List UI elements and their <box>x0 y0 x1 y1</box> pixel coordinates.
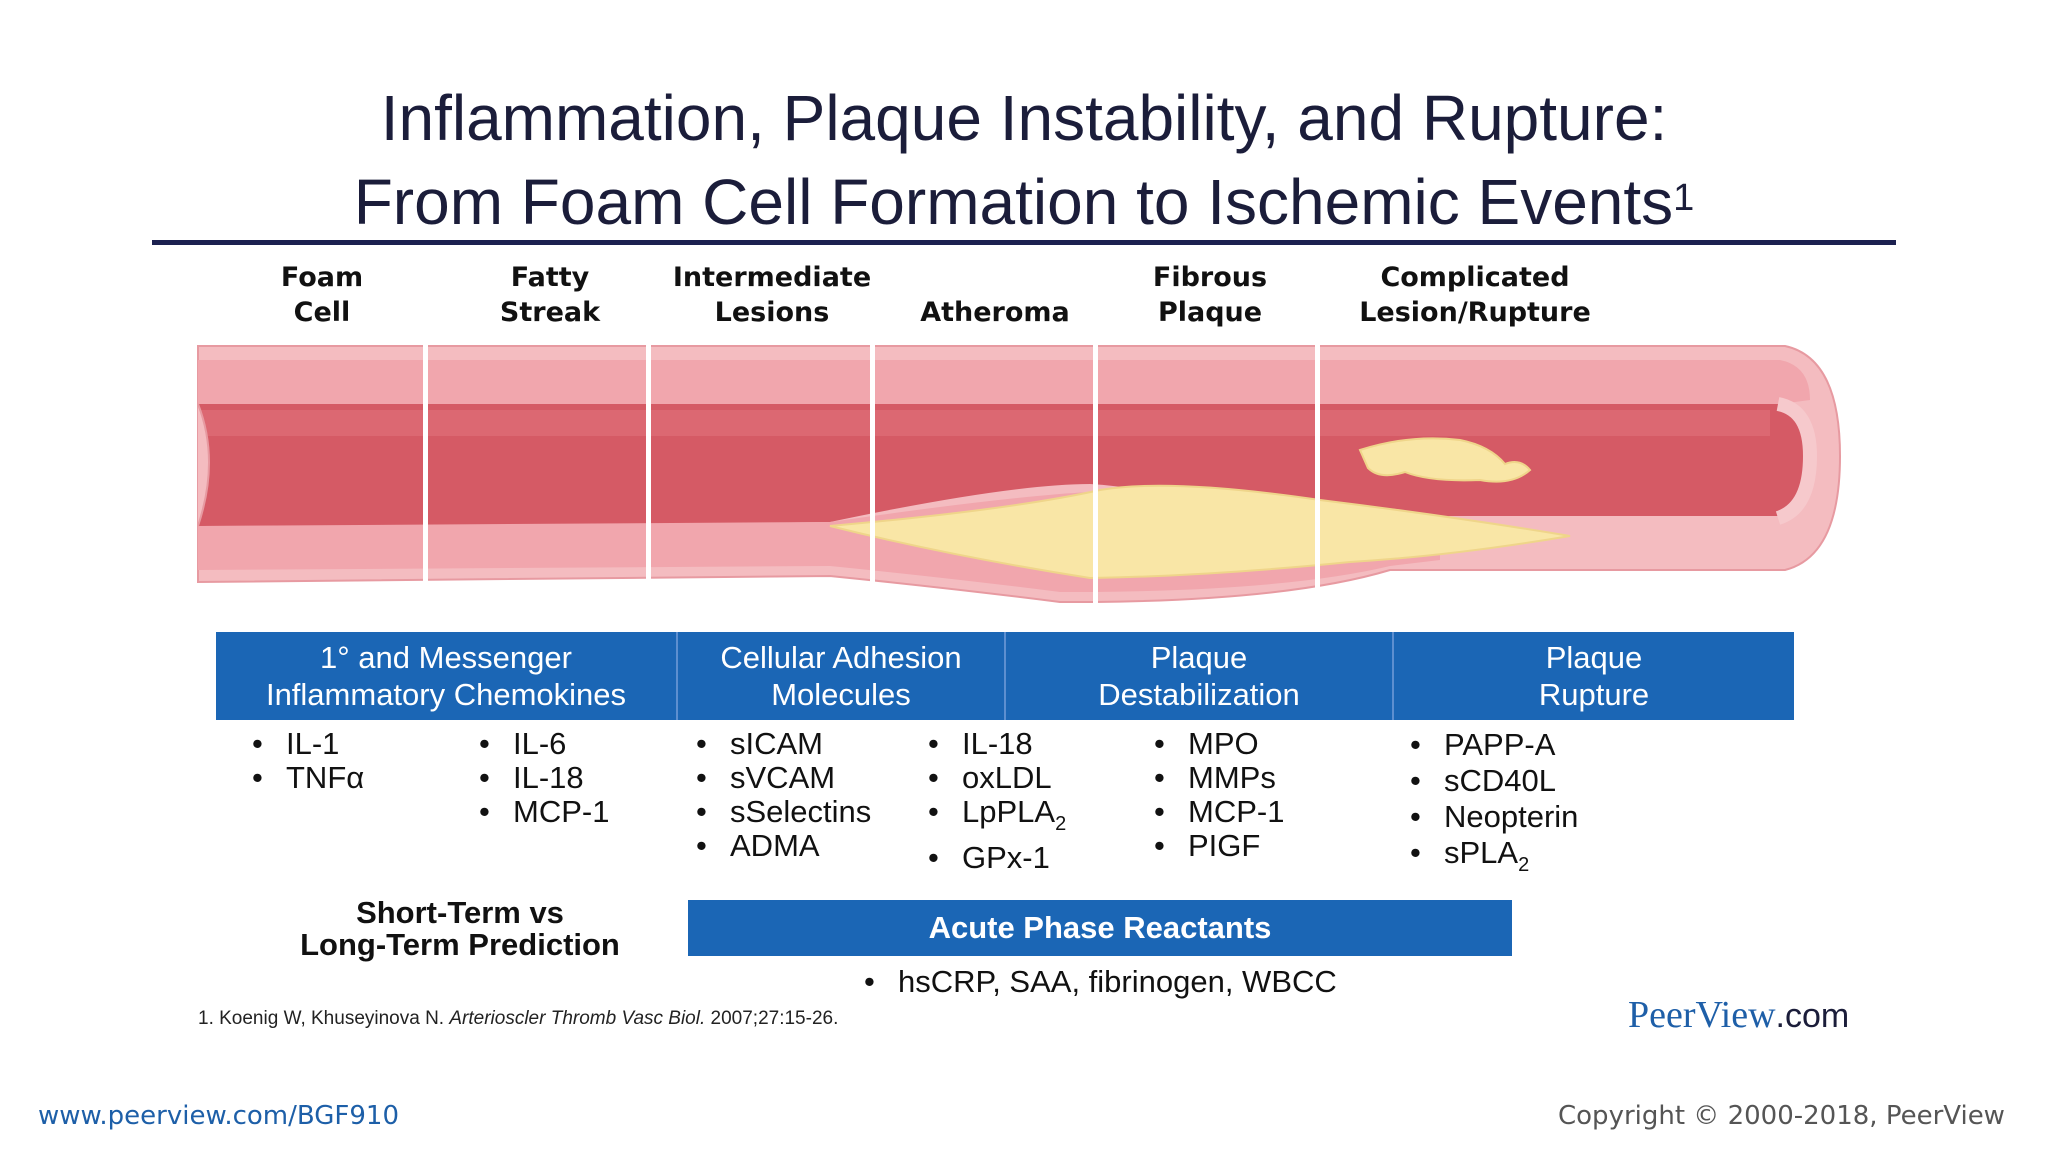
acute-phase-header: Acute Phase Reactants <box>688 900 1512 956</box>
list-item-text: sPLA <box>1444 835 1519 870</box>
stage-label-line: Lesions <box>714 297 830 328</box>
adhesion-list-1: sICAM sVCAM sSelectins ADMA <box>694 727 871 864</box>
category-label-line: Rupture <box>1538 677 1650 712</box>
title-footnote-marker: 1 <box>1673 177 1695 219</box>
subscript: 2 <box>1518 854 1530 876</box>
artery-illustration <box>197 344 1842 606</box>
stage-divider <box>1093 344 1098 606</box>
list-item: MPO <box>1152 727 1284 762</box>
stage-label-atheroma: Atheroma <box>900 295 1090 330</box>
list-item: GPx-1 <box>926 841 1066 876</box>
category-label-line: Plaque <box>1150 640 1248 675</box>
brand-name: PeerView <box>1628 994 1776 1036</box>
category-plaque-rupture: Plaque Rupture <box>1394 632 1794 720</box>
category-label-line: Plaque <box>1545 640 1643 675</box>
stage-divider <box>1315 344 1320 606</box>
artery-lumen <box>198 404 1812 536</box>
category-plaque-destabilization: Plaque Destabilization <box>1006 632 1394 720</box>
list-item: IL-6 <box>477 727 609 762</box>
list-item: hsCRP, SAA, fibrinogen, WBCC <box>862 965 1337 1000</box>
list-item: sICAM <box>694 727 871 762</box>
artery-lumen-highlight <box>198 410 1770 436</box>
stage-label-line: Foam <box>280 262 364 293</box>
list-item: IL-18 <box>477 761 609 796</box>
list-item: sPLA2 <box>1408 835 1578 883</box>
list-item: MCP-1 <box>1152 795 1284 830</box>
stage-label-line: Fibrous <box>1152 262 1268 293</box>
list-item: ADMA <box>694 829 871 864</box>
plaque-rupture-fragment <box>1358 437 1532 483</box>
category-label-line: Inflammatory Chemokines <box>265 677 627 712</box>
stage-label-line: Lesion/Rupture <box>1359 297 1591 328</box>
stage-label-fibrous-plaque: Fibrous Plaque <box>1130 260 1290 330</box>
artery-upper-wall-band <box>198 360 1810 404</box>
rupture-list: PAPP-A sCD40L Neopterin sPLA2 <box>1408 727 1578 883</box>
adhesion-list-2: IL-18 oxLDL LpPLA2 GPx-1 <box>926 727 1066 876</box>
slide-title: Inflammation, Plaque Instability, and Ru… <box>0 76 2048 244</box>
title-divider <box>152 240 1896 245</box>
prediction-label: Short-Term vs Long-Term Prediction <box>270 897 650 961</box>
title-line-2: From Foam Cell Formation to Ischemic Eve… <box>0 160 2048 244</box>
title-line-2-text: From Foam Cell Formation to Ischemic Eve… <box>353 166 1674 238</box>
stage-label-line: Atheroma <box>920 297 1070 328</box>
stage-label-line: Intermediate <box>672 262 872 293</box>
stage-label-line: Fatty <box>510 262 590 293</box>
stage-label-fatty-streak: Fatty Streak <box>480 260 620 330</box>
list-item: MMPs <box>1152 761 1284 796</box>
category-label-line: 1° and Messenger <box>320 640 572 675</box>
list-item: Neopterin <box>1408 799 1578 835</box>
artery-end-opening <box>1775 397 1818 525</box>
list-item: PIGF <box>1152 829 1284 864</box>
stage-label-line: Complicated <box>1380 262 1570 293</box>
stage-label-line: Plaque <box>1157 297 1263 328</box>
plaque-core <box>829 484 1571 580</box>
list-item: LpPLA2 <box>926 795 1066 841</box>
category-label-line: Molecules <box>771 677 911 712</box>
brand-suffix: .com <box>1775 997 1850 1035</box>
category-adhesion-molecules: Cellular Adhesion Molecules <box>678 632 1006 720</box>
artery-left-opening <box>197 403 210 527</box>
footnote-authors: 1. Koenig W, Khuseyinova N. <box>198 1008 445 1029</box>
footnote-citation: 2007;27:15-26. <box>710 1008 839 1029</box>
destabilization-list: MPO MMPs MCP-1 PIGF <box>1152 727 1284 864</box>
stage-divider <box>423 344 428 602</box>
list-item: TNFα <box>250 761 364 796</box>
stage-label-complicated-lesion: Complicated Lesion/Rupture <box>1340 260 1610 330</box>
category-label-line: Destabilization <box>1098 677 1300 712</box>
footer-url-link[interactable]: www.peerview.com/BGF910 <box>38 1101 400 1131</box>
prediction-line: Short-Term vs <box>356 895 564 930</box>
stage-divider <box>870 344 875 602</box>
category-label-line: Cellular Adhesion <box>720 640 962 675</box>
acute-phase-list: hsCRP, SAA, fibrinogen, WBCC <box>862 965 1337 1000</box>
reference-footnote: 1. Koenig W, Khuseyinova N. Arterioscler… <box>198 1008 838 1030</box>
list-item: sCD40L <box>1408 763 1578 799</box>
list-item: sVCAM <box>694 761 871 796</box>
stage-label-foam-cell: Foam Cell <box>252 260 392 330</box>
chemokines-list-1: IL-1 TNFα <box>250 727 364 796</box>
peerview-logo: PeerView.com <box>1628 993 1849 1037</box>
footnote-journal: Arterioscler Thromb Vasc Biol. <box>449 1008 706 1029</box>
list-item: sSelectins <box>694 795 871 830</box>
stage-divider <box>646 344 651 602</box>
chemokines-list-2: IL-6 IL-18 MCP-1 <box>477 727 609 830</box>
category-chemokines: 1° and Messenger Inflammatory Chemokines <box>216 632 678 720</box>
category-header-bar: 1° and Messenger Inflammatory Chemokines… <box>216 632 1794 720</box>
subscript: 2 <box>1055 813 1067 835</box>
footer-copyright: Copyright © 2000-2018, PeerView <box>1558 1101 2005 1131</box>
list-item: IL-18 <box>926 727 1066 762</box>
list-item-text: LpPLA <box>962 794 1056 829</box>
title-line-1: Inflammation, Plaque Instability, and Ru… <box>380 82 1668 154</box>
stage-label-intermediate-lesions: Intermediate Lesions <box>662 260 882 330</box>
stage-label-line: Streak <box>499 297 601 328</box>
prediction-line: Long-Term Prediction <box>300 927 620 962</box>
list-item: MCP-1 <box>477 795 609 830</box>
list-item: IL-1 <box>250 727 364 762</box>
list-item: oxLDL <box>926 761 1066 796</box>
list-item: PAPP-A <box>1408 727 1578 763</box>
stage-label-line: Cell <box>293 297 351 328</box>
